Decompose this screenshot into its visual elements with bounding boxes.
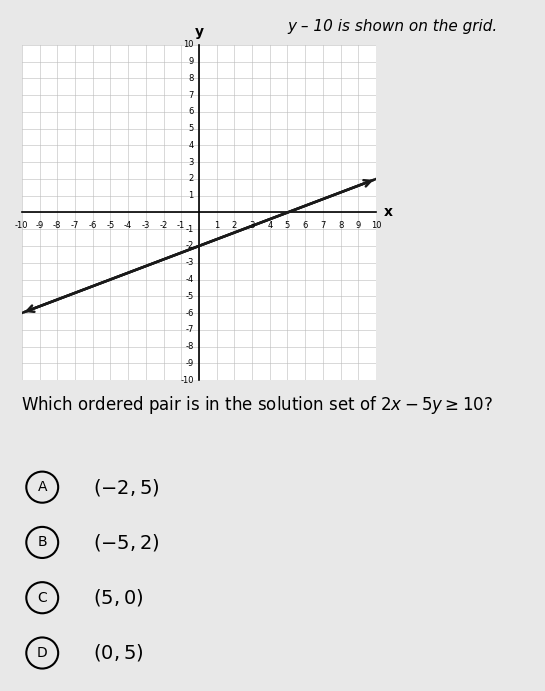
Text: $(0,5)$: $(0,5)$: [93, 643, 143, 663]
Text: -6: -6: [185, 308, 193, 318]
Text: $(-2,5)$: $(-2,5)$: [93, 477, 159, 498]
Text: B: B: [38, 536, 47, 549]
Text: -1: -1: [185, 225, 193, 234]
Text: 2: 2: [232, 221, 237, 230]
Text: 10: 10: [183, 40, 193, 50]
Text: -3: -3: [142, 221, 150, 230]
Text: 3: 3: [250, 221, 255, 230]
Text: -10: -10: [180, 375, 193, 385]
Text: -2: -2: [159, 221, 168, 230]
Text: A: A: [38, 480, 47, 494]
Text: -2: -2: [185, 241, 193, 251]
Text: 1: 1: [214, 221, 219, 230]
Text: -1: -1: [177, 221, 185, 230]
Text: -8: -8: [185, 342, 193, 351]
Text: 2: 2: [189, 174, 193, 184]
Text: y – 10 is shown on the grid.: y – 10 is shown on the grid.: [287, 19, 498, 35]
Text: -4: -4: [124, 221, 132, 230]
Text: $(-5,2)$: $(-5,2)$: [93, 532, 159, 553]
Text: 10: 10: [371, 221, 382, 230]
Text: 8: 8: [338, 221, 343, 230]
Text: -9: -9: [35, 221, 44, 230]
Text: 6: 6: [188, 107, 193, 117]
Text: x: x: [384, 205, 393, 220]
Text: 9: 9: [189, 57, 193, 66]
Text: 7: 7: [320, 221, 325, 230]
Text: -6: -6: [88, 221, 97, 230]
Text: y: y: [195, 24, 203, 39]
Text: 5: 5: [189, 124, 193, 133]
Text: 8: 8: [188, 74, 193, 83]
Text: C: C: [38, 591, 47, 605]
Text: Which ordered pair is in the solution set of $2x - 5y \geq 10$?: Which ordered pair is in the solution se…: [21, 394, 493, 416]
Text: -7: -7: [71, 221, 79, 230]
Text: -3: -3: [185, 258, 193, 267]
Text: -9: -9: [185, 359, 193, 368]
Text: D: D: [37, 646, 47, 660]
Text: 5: 5: [285, 221, 290, 230]
Text: -5: -5: [185, 292, 193, 301]
Text: 1: 1: [189, 191, 193, 200]
Text: 4: 4: [189, 141, 193, 150]
Text: 9: 9: [356, 221, 361, 230]
Text: -7: -7: [185, 325, 193, 334]
Text: 4: 4: [267, 221, 272, 230]
Text: -4: -4: [185, 275, 193, 284]
Text: -8: -8: [53, 221, 62, 230]
Text: -5: -5: [106, 221, 114, 230]
Text: 3: 3: [188, 158, 193, 167]
Text: -10: -10: [15, 221, 28, 230]
Text: $(5,0)$: $(5,0)$: [93, 587, 143, 608]
Text: 7: 7: [188, 91, 193, 100]
Text: 6: 6: [302, 221, 308, 230]
